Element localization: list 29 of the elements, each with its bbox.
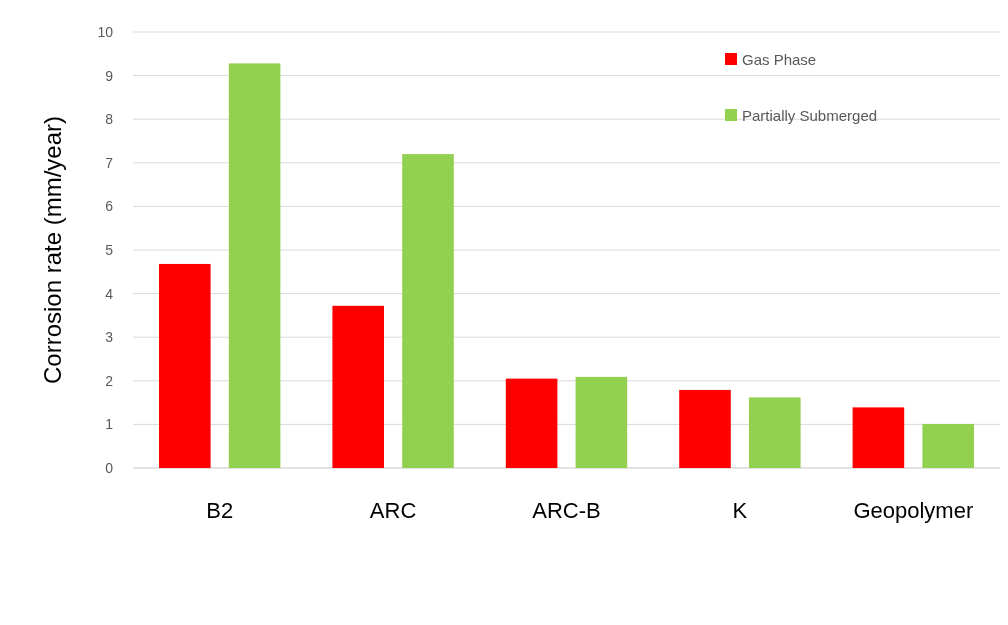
y-tick-label: 7: [105, 154, 114, 171]
y-tick-label: 6: [105, 198, 114, 215]
bar: [505, 378, 558, 468]
legend-label: Partially Submerged: [742, 107, 878, 125]
y-tick-label: 8: [105, 111, 114, 128]
y-tick-label: 5: [105, 241, 114, 258]
y-tick-label: 2: [105, 372, 114, 389]
x-tick-label: K: [732, 498, 748, 523]
legend-label: Gas Phase: [742, 51, 817, 69]
y-axis-title: Corrosion rate (mm/year): [39, 115, 66, 385]
bar: [228, 63, 281, 468]
bar: [852, 407, 905, 468]
x-tick-label: Geopolymer: [853, 498, 974, 523]
bar: [679, 389, 731, 468]
y-tick-label: 10: [97, 23, 114, 40]
bar: [749, 397, 801, 468]
y-tick-label: 1: [105, 416, 114, 433]
x-tick-label: ARC: [369, 498, 417, 523]
bar: [575, 376, 628, 468]
y-tick-label: 4: [105, 285, 114, 302]
x-tick-label: B2: [206, 498, 234, 523]
y-tick-label: 9: [105, 67, 114, 84]
x-tick-label: ARC-B: [532, 498, 601, 523]
bar: [332, 305, 384, 468]
y-tick-label: 3: [105, 329, 114, 346]
y-tick-label: 0: [105, 459, 114, 476]
bar: [402, 154, 454, 468]
bar: [922, 423, 974, 468]
bar: [159, 263, 211, 468]
